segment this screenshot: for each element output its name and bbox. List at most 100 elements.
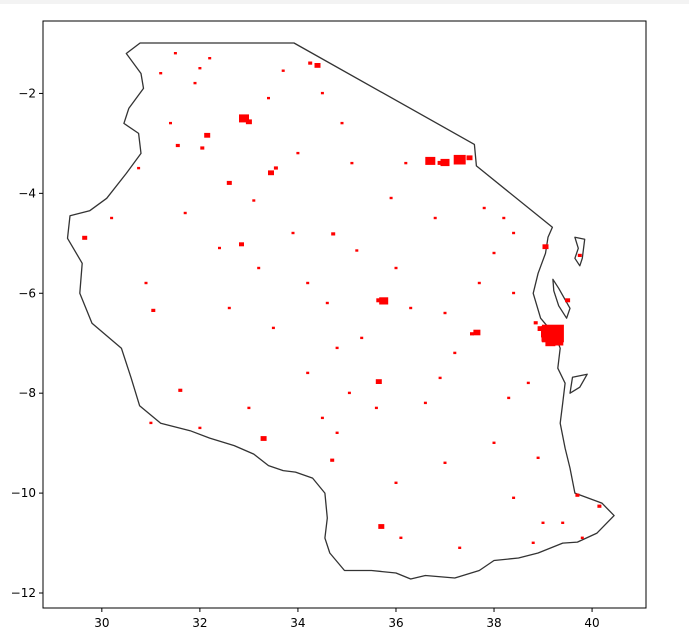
data-point	[198, 426, 202, 430]
data-point	[193, 81, 197, 85]
data-point	[394, 481, 398, 484]
data-point	[394, 266, 398, 270]
data-point	[271, 326, 275, 330]
data-point	[433, 216, 437, 220]
axes-border	[42, 20, 647, 609]
data-point	[526, 381, 530, 385]
y-tick-label: −4	[18, 186, 36, 200]
data-point	[443, 461, 447, 464]
data-point	[355, 249, 359, 252]
data-point	[379, 297, 389, 305]
data-point	[268, 170, 274, 176]
data-point	[175, 143, 180, 148]
data-point	[453, 351, 457, 355]
data-point	[470, 332, 474, 336]
data-point	[204, 132, 211, 138]
data-point	[347, 391, 351, 395]
data-point	[477, 281, 481, 285]
data-point	[247, 406, 251, 410]
data-point	[183, 211, 187, 215]
boundary-layer	[66, 42, 615, 580]
data-point	[482, 206, 486, 210]
data-point	[537, 326, 544, 331]
data-point	[551, 333, 562, 342]
data-point	[443, 311, 447, 315]
data-point	[536, 456, 540, 459]
data-point	[245, 119, 252, 125]
y-axis-ticks: −2 −4 −6 −8 −10 −12	[11, 86, 43, 600]
data-point	[378, 524, 385, 529]
data-point	[360, 336, 364, 340]
data-point	[320, 416, 324, 420]
data-point	[512, 291, 516, 295]
data-point	[374, 406, 378, 410]
data-point	[340, 121, 344, 125]
data-point	[226, 180, 232, 185]
data-point	[239, 242, 244, 247]
data-point	[173, 52, 177, 55]
data-point	[267, 96, 270, 100]
data-point	[542, 244, 549, 250]
data-point	[273, 166, 278, 170]
data-point	[512, 496, 516, 499]
data-point	[82, 235, 88, 240]
data-point	[438, 376, 442, 380]
data-point	[541, 326, 555, 338]
y-tick-label: −12	[11, 586, 36, 600]
data-point	[260, 436, 267, 441]
data-point	[350, 161, 354, 165]
data-point	[178, 388, 183, 392]
data-point	[200, 146, 205, 150]
data-point	[291, 231, 295, 235]
data-point	[507, 396, 511, 400]
data-point	[169, 121, 172, 125]
data-point	[335, 431, 339, 434]
data-point	[308, 61, 313, 65]
data-point	[257, 266, 261, 270]
data-point	[227, 306, 231, 310]
data-point	[314, 63, 321, 68]
data-point	[375, 379, 382, 384]
data-point	[423, 401, 427, 405]
data-point	[252, 199, 256, 202]
data-point	[492, 251, 496, 255]
data-point	[502, 216, 506, 220]
x-tick-label: 34	[290, 616, 305, 630]
data-point	[281, 69, 285, 72]
boundary-mainland	[66, 42, 615, 580]
x-tick-label: 36	[388, 616, 403, 630]
data-point	[561, 521, 565, 524]
boundary-island	[569, 373, 588, 394]
data-point	[512, 231, 516, 235]
data-point	[580, 536, 584, 539]
data-point	[453, 154, 466, 165]
data-point	[137, 166, 141, 170]
data-point	[306, 281, 310, 285]
data-point	[296, 151, 300, 155]
data-point	[144, 281, 148, 285]
window-top-strip	[0, 0, 689, 4]
data-point	[428, 158, 433, 163]
plot-background	[43, 21, 646, 608]
data-point	[389, 196, 393, 200]
data-point	[325, 301, 329, 305]
x-tick-label: 32	[192, 616, 207, 630]
data-point	[409, 306, 413, 310]
data-point	[110, 216, 114, 220]
data-point	[545, 338, 556, 347]
data-point	[208, 57, 212, 60]
data-point	[492, 441, 496, 444]
data-point	[330, 458, 335, 462]
data-point	[575, 493, 580, 497]
data-point	[335, 346, 339, 350]
axes-frame	[42, 20, 647, 609]
data-point	[376, 298, 382, 303]
boundary-island	[552, 278, 571, 319]
data-point	[473, 329, 481, 336]
data-point	[437, 160, 443, 165]
y-tick-label: −6	[18, 286, 36, 300]
data-point	[239, 114, 249, 123]
data-point	[331, 232, 336, 236]
data-point	[533, 321, 538, 325]
